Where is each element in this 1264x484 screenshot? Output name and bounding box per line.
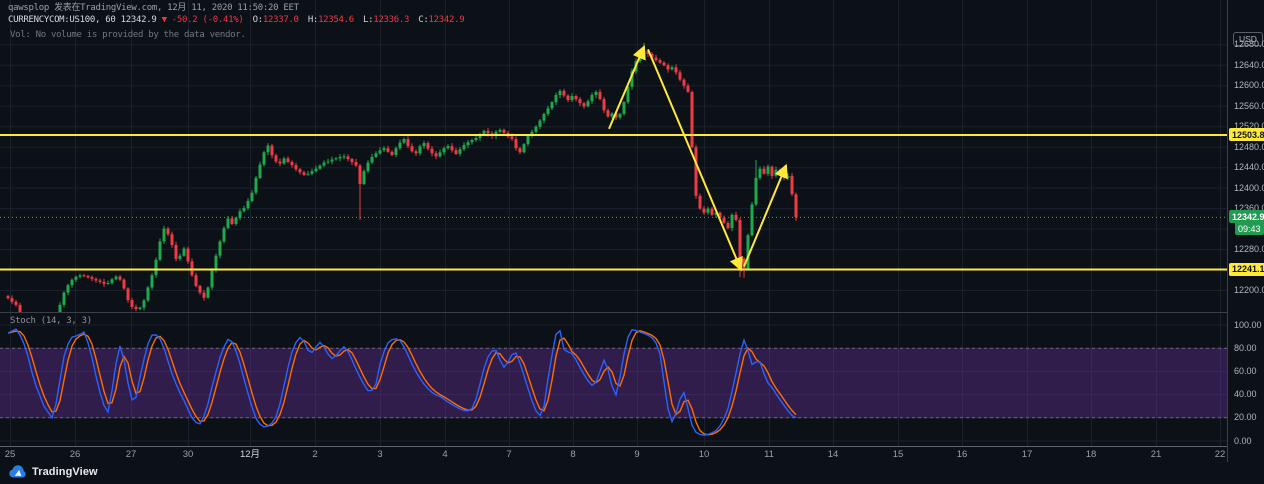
price-tick-label: 12280.0 bbox=[1234, 244, 1264, 255]
time-tick-label: 16 bbox=[956, 449, 968, 460]
high-label: H: bbox=[307, 15, 319, 25]
stoch-tick-label: 0.00 bbox=[1234, 435, 1252, 446]
chart-legend: qawsplop 发表在TradingView.com, 12月 11, 202… bbox=[8, 2, 465, 41]
level-price-badge: 12503.8 bbox=[1229, 128, 1264, 141]
symbol-info-row[interactable]: CURRENCYCOM:US100, 60 12342.9 ▼ -50.2 (-… bbox=[8, 14, 465, 26]
price-tick-label: 12440.0 bbox=[1234, 162, 1264, 173]
price-tick-label: 12200.0 bbox=[1234, 285, 1264, 296]
published-byline: qawsplop 发表在TradingView.com, 12月 11, 202… bbox=[8, 3, 299, 13]
close-value: 12342.9 bbox=[428, 15, 465, 25]
time-tick-label: 15 bbox=[892, 449, 904, 460]
time-tick-label: 10 bbox=[698, 449, 710, 460]
open-value: 12337.0 bbox=[262, 15, 299, 25]
time-tick-label: 18 bbox=[1085, 449, 1097, 460]
price-tick-label: 12480.0 bbox=[1234, 141, 1264, 152]
stoch-k-line[interactable] bbox=[7, 328, 797, 436]
time-tick-label: 26 bbox=[69, 449, 81, 460]
time-tick-label: 4 bbox=[442, 449, 448, 460]
price-tick-label: 12360.0 bbox=[1234, 203, 1264, 214]
currency-badge[interactable]: USD bbox=[1233, 32, 1263, 46]
chart-canvas[interactable] bbox=[0, 0, 1227, 462]
time-tick-label: 17 bbox=[1021, 449, 1033, 460]
bar-countdown-badge: 09:43 bbox=[1235, 222, 1264, 236]
stoch-d-line[interactable] bbox=[7, 330, 797, 436]
time-tick-label: 8 bbox=[570, 449, 576, 460]
stoch-tick-label: 20.00 bbox=[1234, 412, 1257, 423]
time-axis[interactable]: 25 26 27 30 12月 2 3 4 7 8 9 10 11 14 15 16 17 18 21 22 bbox=[0, 447, 1227, 462]
time-tick-label: 3 bbox=[377, 449, 383, 460]
price-change: ▼ -50.2 (-0.41%) bbox=[161, 15, 244, 25]
brand-name: TradingView bbox=[32, 465, 98, 478]
stoch-indicator-label[interactable]: Stoch (14, 3, 3) bbox=[10, 316, 92, 326]
candlestick-series[interactable] bbox=[6, 42, 798, 348]
stoch-tick-label: 60.00 bbox=[1234, 365, 1257, 376]
time-tick-label: 9 bbox=[634, 449, 640, 460]
horizontal-level-lines[interactable] bbox=[0, 134, 1227, 271]
volume-note: Vol: No volume is provided by the data v… bbox=[10, 30, 246, 40]
price-tick-label: 12600.0 bbox=[1234, 80, 1264, 91]
close-label: C: bbox=[418, 15, 429, 25]
low-value: 12336.3 bbox=[373, 15, 410, 25]
price-tick-label: 12520.0 bbox=[1234, 121, 1264, 132]
stochastic-pane[interactable] bbox=[0, 328, 1227, 436]
time-tick-label: 14 bbox=[827, 449, 839, 460]
time-tick-label: 21 bbox=[1150, 449, 1162, 460]
time-tick-label: 22 bbox=[1214, 449, 1226, 460]
time-tick-label: 12月 bbox=[239, 449, 261, 460]
open-label: O: bbox=[252, 15, 264, 25]
time-tick-label: 25 bbox=[4, 449, 16, 460]
stoch-tick-label: 80.00 bbox=[1234, 342, 1257, 353]
low-label: L: bbox=[363, 15, 374, 25]
time-tick-label: 30 bbox=[182, 449, 194, 460]
price-tick-label: 12400.0 bbox=[1234, 182, 1264, 193]
time-tick-label: 7 bbox=[506, 449, 512, 460]
price-axis[interactable]: USD 12680.0 12640.0 12600.0 12560.0 12520.0 1… bbox=[1227, 0, 1264, 462]
time-tick-label: 2 bbox=[312, 449, 318, 460]
price-tick-label: 12560.0 bbox=[1234, 100, 1264, 111]
last-price-badge: 12342.9 bbox=[1229, 210, 1264, 224]
footer-branding: TradingView bbox=[8, 465, 98, 478]
stoch-tick-label: 100.00 bbox=[1234, 319, 1262, 330]
price-tick-label: 12640.0 bbox=[1234, 59, 1264, 70]
time-tick-label: 27 bbox=[125, 449, 137, 460]
level-price-badge: 12241.1 bbox=[1229, 262, 1264, 276]
symbol-title[interactable]: CURRENCYCOM:US100, 60 12342.9 bbox=[8, 15, 157, 25]
stoch-tick-label: 40.00 bbox=[1234, 389, 1257, 400]
high-value: 12354.6 bbox=[318, 15, 354, 25]
tradingview-logo-icon bbox=[9, 465, 26, 478]
trend-arrows[interactable] bbox=[608, 44, 788, 272]
time-tick-label: 11 bbox=[764, 449, 774, 460]
price-tick-label: 12680.0 bbox=[1234, 39, 1264, 50]
